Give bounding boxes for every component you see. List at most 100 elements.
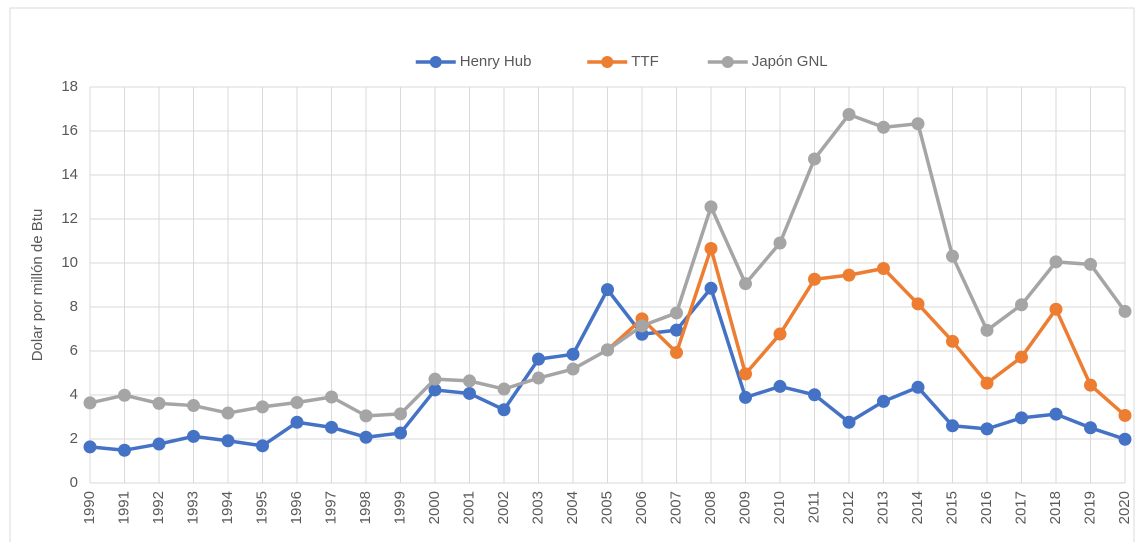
- marker: [497, 382, 511, 396]
- x-tick-label: 1999: [391, 491, 408, 524]
- x-tick-label: 2007: [667, 491, 684, 524]
- y-tick-label: 8: [70, 298, 78, 315]
- x-tick-label: 1997: [322, 491, 339, 524]
- marker: [187, 399, 200, 413]
- marker: [394, 426, 407, 440]
- marker: [256, 400, 269, 414]
- marker: [704, 281, 718, 295]
- marker: [946, 334, 959, 348]
- marker: [877, 262, 890, 275]
- marker: [463, 386, 476, 400]
- marker: [911, 117, 925, 131]
- marker: [1049, 407, 1063, 421]
- marker: [566, 362, 580, 376]
- x-tick-label: 2017: [1012, 491, 1029, 524]
- x-tick-label: 1995: [253, 491, 270, 524]
- x-tick-label: 1991: [115, 491, 132, 524]
- marker: [532, 352, 545, 366]
- x-tick-label: 2011: [805, 491, 822, 523]
- marker: [1084, 378, 1097, 392]
- marker: [842, 268, 856, 282]
- marker: [911, 380, 925, 394]
- marker: [221, 434, 235, 448]
- marker: [739, 277, 752, 291]
- x-tick-label: 2004: [564, 491, 581, 524]
- x-tick-label: 1998: [357, 491, 374, 524]
- marker: [532, 371, 545, 385]
- marker: [394, 407, 407, 421]
- marker: [325, 390, 338, 404]
- marker: [1118, 304, 1132, 318]
- marker: [842, 415, 856, 429]
- x-tick-label: 2016: [978, 491, 995, 524]
- x-tick-label: 2014: [909, 491, 926, 524]
- x-tick-label: 1994: [219, 491, 236, 524]
- marker: [911, 297, 925, 311]
- x-tick-label: 2001: [460, 491, 477, 524]
- marker: [980, 422, 994, 436]
- marker: [601, 343, 614, 357]
- marker: [256, 439, 269, 453]
- marker: [601, 283, 614, 297]
- x-tick-label: 1992: [150, 491, 167, 524]
- x-tick-label: 2008: [702, 491, 719, 524]
- marker: [428, 372, 442, 386]
- y-tick-label: 12: [61, 210, 78, 227]
- y-tick-label: 2: [70, 430, 78, 447]
- y-tick-label: 4: [70, 386, 78, 403]
- marker: [670, 323, 683, 337]
- x-tick-label: 2012: [840, 491, 857, 524]
- marker: [980, 376, 994, 390]
- legend-label: Henry Hub: [460, 53, 532, 70]
- marker: [359, 409, 373, 423]
- legend-label: TTF: [631, 53, 659, 70]
- x-tick-label: 2019: [1081, 491, 1098, 524]
- y-axis-label: Dolar por millón de Btu: [29, 209, 46, 362]
- marker: [83, 396, 97, 410]
- x-tick-label: 2006: [633, 491, 650, 524]
- legend-marker: [601, 56, 614, 68]
- marker: [497, 403, 511, 417]
- marker: [566, 347, 580, 361]
- marker: [1084, 421, 1097, 435]
- marker: [704, 200, 718, 214]
- marker: [773, 236, 787, 250]
- marker: [739, 367, 752, 381]
- marker: [808, 388, 821, 402]
- marker: [946, 419, 959, 433]
- marker: [152, 437, 166, 451]
- marker: [877, 120, 890, 134]
- x-tick-label: 1993: [184, 491, 201, 524]
- marker: [635, 319, 649, 333]
- x-tick-label: 2018: [1047, 491, 1064, 524]
- marker: [670, 306, 683, 320]
- marker: [118, 388, 131, 402]
- legend-marker: [721, 56, 734, 68]
- marker: [739, 390, 752, 404]
- marker: [1049, 255, 1063, 269]
- y-tick-label: 0: [70, 474, 78, 491]
- x-tick-label: 1996: [288, 491, 305, 524]
- marker: [1015, 411, 1028, 425]
- marker: [118, 443, 131, 457]
- marker: [808, 272, 821, 286]
- marker: [187, 429, 200, 443]
- marker: [428, 383, 442, 397]
- series-line: [606, 246, 1127, 417]
- marker: [946, 249, 959, 263]
- y-tick-label: 18: [61, 78, 78, 95]
- x-tick-label: 2010: [771, 491, 788, 524]
- marker: [1015, 350, 1028, 364]
- y-tick-label: 14: [61, 166, 78, 183]
- marker: [704, 241, 718, 255]
- marker: [83, 440, 97, 454]
- marker: [152, 396, 166, 410]
- legend-marker: [429, 56, 442, 68]
- marker: [1084, 257, 1097, 271]
- marker: [773, 327, 787, 341]
- marker: [463, 374, 476, 388]
- x-tick-label: 2009: [736, 491, 753, 524]
- y-tick-label: 10: [61, 254, 78, 271]
